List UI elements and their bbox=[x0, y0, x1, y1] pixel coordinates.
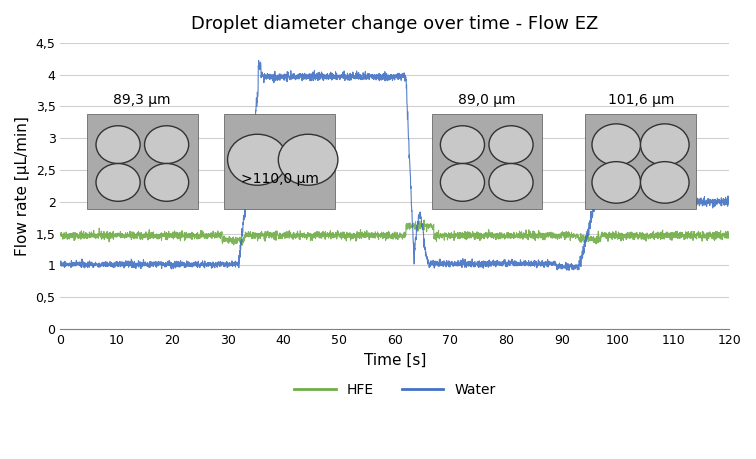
Ellipse shape bbox=[441, 126, 485, 163]
Bar bbox=[225, 114, 335, 209]
Ellipse shape bbox=[592, 124, 640, 165]
Ellipse shape bbox=[228, 134, 287, 185]
Text: 89,3 μm: 89,3 μm bbox=[113, 93, 171, 107]
Bar bbox=[432, 114, 542, 209]
Title: Droplet diameter change over time - Flow EZ: Droplet diameter change over time - Flow… bbox=[191, 15, 599, 33]
Text: 89,0 μm: 89,0 μm bbox=[458, 93, 516, 107]
Ellipse shape bbox=[144, 163, 189, 202]
Bar bbox=[87, 114, 197, 209]
Ellipse shape bbox=[144, 126, 189, 163]
Ellipse shape bbox=[278, 134, 338, 185]
Ellipse shape bbox=[640, 162, 689, 203]
X-axis label: Time [s]: Time [s] bbox=[364, 353, 426, 368]
Text: >110,0 μm: >110,0 μm bbox=[241, 172, 319, 186]
Text: 101,6 μm: 101,6 μm bbox=[608, 93, 674, 107]
Ellipse shape bbox=[96, 126, 140, 163]
Ellipse shape bbox=[441, 163, 485, 202]
Ellipse shape bbox=[489, 126, 533, 163]
Bar bbox=[585, 114, 696, 209]
Ellipse shape bbox=[640, 124, 689, 165]
Ellipse shape bbox=[489, 163, 533, 202]
Ellipse shape bbox=[592, 162, 640, 203]
Y-axis label: Flow rate [μL/min]: Flow rate [μL/min] bbox=[15, 116, 30, 256]
Ellipse shape bbox=[96, 163, 140, 202]
Legend: HFE, Water: HFE, Water bbox=[288, 377, 501, 402]
